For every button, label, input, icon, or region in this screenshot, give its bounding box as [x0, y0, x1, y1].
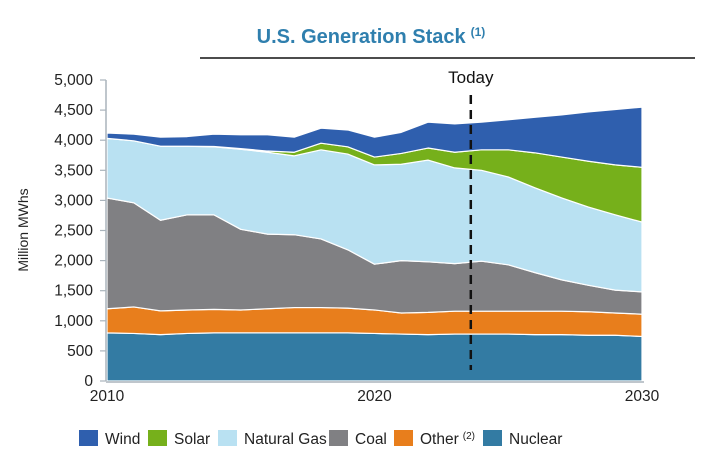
legend-label: Natural Gas — [244, 431, 327, 448]
legend-swatch — [394, 430, 413, 446]
legend-item-other: Other (2) — [394, 430, 475, 448]
y-tick-label: 3,500 — [54, 162, 93, 179]
y-tick-label: 2,000 — [54, 253, 93, 270]
area-wind — [106, 106, 643, 168]
y-tick-label: 3,000 — [54, 192, 93, 209]
y-tick-label: 1,000 — [54, 313, 93, 330]
legend-item-nuclear: Nuclear — [483, 430, 562, 448]
x-tick-label: 2020 — [357, 388, 392, 405]
legend-label: Wind — [105, 431, 140, 448]
legend-swatch — [148, 430, 167, 446]
x-tick-label: 2030 — [625, 388, 660, 405]
y-tick-label: 1,500 — [54, 283, 93, 300]
axes-layer: 0 500 1,000 1,500 2,000 2,500 3,000 3,500 4,000 4… — [54, 72, 659, 405]
area-nuclear — [106, 332, 643, 382]
legend-swatch — [79, 430, 98, 446]
chart-title-footnote: (1) — [471, 25, 486, 39]
y-axis-label: Million MWhs — [15, 188, 31, 271]
chart-title: U.S. Generation Stack (1) — [257, 25, 486, 48]
areas-layer — [106, 106, 643, 382]
legend: Wind Solar Natural Gas Coal Other (2) Nuclear — [79, 430, 562, 448]
chart-title-text: U.S. Generation Stack — [257, 26, 467, 48]
legend-item-solar: Solar — [148, 430, 210, 448]
legend-item-coal: Coal — [329, 430, 387, 448]
legend-swatch — [329, 430, 348, 446]
legend-label: Nuclear — [509, 431, 562, 448]
legend-label: Other (2) — [420, 431, 475, 448]
x-tick-label: 2010 — [90, 388, 125, 405]
legend-label: Solar — [174, 431, 210, 448]
legend-item-natural-gas: Natural Gas — [218, 430, 327, 448]
today-label: Today — [448, 68, 494, 87]
y-tick-label: 0 — [84, 373, 93, 390]
legend-swatch — [483, 430, 502, 446]
legend-item-wind: Wind — [79, 430, 140, 448]
legend-label: Coal — [355, 431, 387, 448]
y-tick-label: 2,500 — [54, 223, 93, 240]
y-tick-label: 4,000 — [54, 132, 93, 149]
y-tick-label: 5,000 — [54, 72, 93, 89]
legend-swatch — [218, 430, 237, 446]
y-tick-label: 4,500 — [54, 102, 93, 119]
y-tick-label: 500 — [67, 343, 93, 360]
today-annotation: Today — [448, 68, 494, 370]
